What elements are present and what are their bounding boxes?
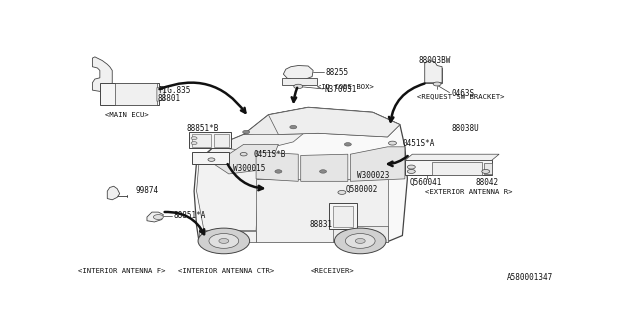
Text: 88038U: 88038U bbox=[452, 124, 480, 133]
Text: 0451S*A: 0451S*A bbox=[403, 139, 435, 148]
Text: 0451S*B: 0451S*B bbox=[253, 150, 286, 159]
Text: Q560041: Q560041 bbox=[410, 178, 442, 187]
Circle shape bbox=[408, 170, 415, 173]
Text: <REQUEST SW BRACKET>: <REQUEST SW BRACKET> bbox=[417, 93, 505, 99]
Polygon shape bbox=[284, 66, 313, 80]
Polygon shape bbox=[256, 152, 298, 181]
Bar bbox=[405, 160, 492, 175]
Text: 99874: 99874 bbox=[136, 186, 159, 195]
Bar bbox=[333, 206, 353, 227]
Circle shape bbox=[344, 143, 351, 146]
Circle shape bbox=[154, 215, 163, 220]
Circle shape bbox=[290, 125, 297, 129]
Polygon shape bbox=[405, 154, 499, 160]
Circle shape bbox=[355, 238, 365, 244]
Polygon shape bbox=[425, 60, 442, 83]
Circle shape bbox=[294, 84, 303, 89]
Polygon shape bbox=[194, 108, 408, 242]
Circle shape bbox=[275, 170, 282, 173]
Bar bbox=[191, 134, 211, 147]
Text: W300015: W300015 bbox=[233, 164, 265, 173]
Text: Q580002: Q580002 bbox=[346, 185, 378, 195]
Circle shape bbox=[191, 142, 197, 145]
Text: N370031: N370031 bbox=[324, 85, 356, 94]
Polygon shape bbox=[333, 226, 388, 242]
Polygon shape bbox=[108, 186, 120, 200]
Bar bbox=[282, 78, 317, 85]
Polygon shape bbox=[214, 130, 308, 164]
Polygon shape bbox=[157, 88, 164, 101]
Circle shape bbox=[408, 165, 415, 169]
Circle shape bbox=[208, 158, 215, 161]
Bar bbox=[191, 152, 229, 164]
Circle shape bbox=[433, 82, 441, 86]
Text: 88851*A: 88851*A bbox=[173, 211, 205, 220]
Polygon shape bbox=[256, 179, 388, 242]
Bar bbox=[330, 204, 356, 229]
Bar bbox=[484, 163, 492, 174]
Text: <RECEIVER>: <RECEIVER> bbox=[311, 268, 355, 274]
Circle shape bbox=[482, 170, 490, 173]
Circle shape bbox=[243, 130, 250, 134]
Text: 0463S: 0463S bbox=[451, 89, 474, 98]
Circle shape bbox=[219, 238, 229, 244]
Circle shape bbox=[346, 234, 375, 248]
Polygon shape bbox=[269, 108, 400, 137]
Polygon shape bbox=[301, 154, 348, 181]
Text: 88042: 88042 bbox=[476, 178, 499, 187]
Text: 88255: 88255 bbox=[325, 68, 348, 77]
Bar bbox=[189, 132, 231, 148]
Polygon shape bbox=[350, 147, 405, 181]
Circle shape bbox=[191, 137, 197, 140]
Circle shape bbox=[335, 228, 386, 254]
Polygon shape bbox=[214, 144, 278, 174]
Text: FIG.835: FIG.835 bbox=[158, 86, 190, 95]
Polygon shape bbox=[244, 108, 400, 137]
Text: W300023: W300023 bbox=[356, 171, 389, 180]
Circle shape bbox=[198, 228, 250, 254]
Circle shape bbox=[319, 170, 326, 173]
Bar bbox=[432, 162, 482, 175]
Text: <INTERIOR ANTENNA CTR>: <INTERIOR ANTENNA CTR> bbox=[178, 268, 275, 274]
Circle shape bbox=[240, 153, 247, 156]
Text: 88851*B: 88851*B bbox=[187, 124, 219, 133]
Text: <EXTERIOR ANTENNA R>: <EXTERIOR ANTENNA R> bbox=[425, 189, 512, 195]
Text: 88801: 88801 bbox=[158, 94, 181, 103]
Bar bbox=[425, 68, 442, 83]
Text: <MAIN ECU>: <MAIN ECU> bbox=[105, 112, 149, 118]
Text: <ID CODE BOX>: <ID CODE BOX> bbox=[317, 84, 374, 90]
Bar bbox=[115, 83, 157, 105]
Polygon shape bbox=[199, 226, 256, 242]
Polygon shape bbox=[207, 159, 216, 163]
Circle shape bbox=[209, 234, 239, 248]
Bar bbox=[100, 83, 159, 105]
Polygon shape bbox=[92, 57, 112, 92]
Bar bbox=[214, 134, 229, 147]
Text: A580001347: A580001347 bbox=[507, 273, 553, 282]
Polygon shape bbox=[196, 147, 259, 231]
Text: <INTERIOR ANTENNA F>: <INTERIOR ANTENNA F> bbox=[79, 268, 166, 274]
Circle shape bbox=[338, 190, 346, 194]
Text: 88003BW: 88003BW bbox=[419, 56, 451, 65]
Text: 88831: 88831 bbox=[309, 220, 332, 229]
Polygon shape bbox=[147, 212, 163, 222]
Circle shape bbox=[388, 141, 396, 145]
